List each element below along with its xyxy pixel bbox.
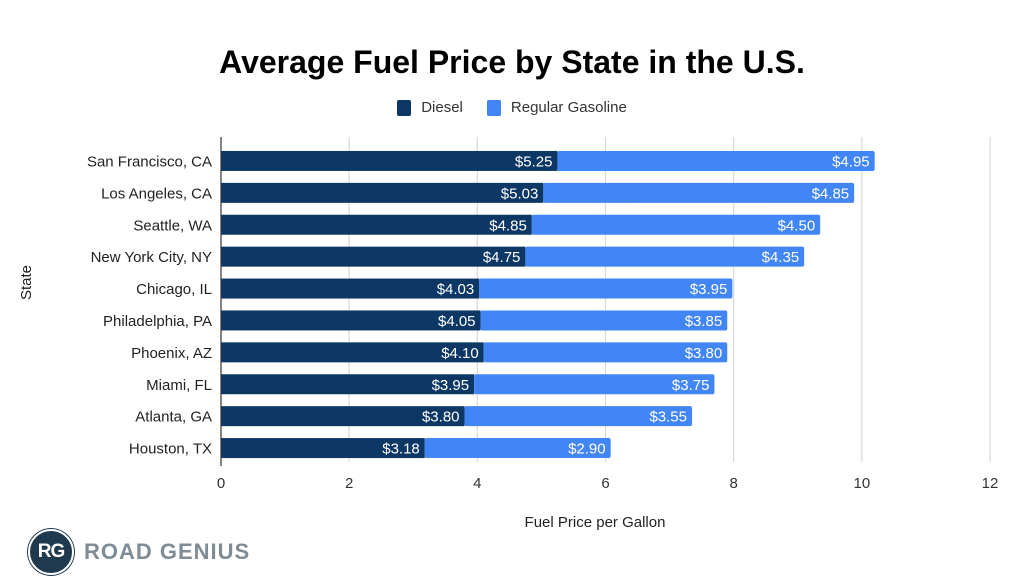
data-label-gasoline: $2.90: [568, 441, 606, 458]
legend-label-gasoline: Regular Gasoline: [510, 99, 627, 116]
y-axis-label: State: [18, 264, 35, 300]
bar-gasoline: [543, 182, 855, 203]
data-label-gasoline: $3.85: [685, 313, 723, 330]
data-label-diesel: $4.85: [489, 217, 527, 234]
data-label-gasoline: $3.55: [649, 409, 687, 426]
bar-diesel: [221, 150, 558, 171]
bar-diesel: [221, 342, 484, 363]
bar-diesel: [221, 374, 475, 395]
data-label-diesel: $3.18: [382, 441, 420, 458]
y-category-label: New York City, NY: [91, 249, 212, 266]
y-category-label: Chicago, IL: [136, 281, 212, 298]
x-tick-label: 0: [217, 475, 225, 492]
y-category-label: Atlanta, GA: [135, 409, 212, 426]
bar-gasoline: [479, 278, 733, 299]
bar-diesel: [221, 438, 425, 459]
y-category-label: Los Angeles, CA: [101, 185, 212, 202]
legend-label-diesel: Diesel: [421, 99, 463, 116]
x-tick-label: 4: [473, 475, 481, 492]
bar-gasoline: [531, 214, 821, 235]
x-tick-label: 2: [345, 475, 353, 492]
bar-diesel: [221, 182, 544, 203]
data-label-diesel: $4.10: [441, 345, 479, 362]
y-category-label: Houston, TX: [129, 441, 212, 458]
bar-diesel: [221, 406, 465, 427]
bar-gasoline: [464, 406, 693, 427]
y-category-label: Phoenix, AZ: [131, 345, 212, 362]
y-category-label: Seattle, WA: [133, 217, 212, 234]
data-label-diesel: $4.75: [483, 249, 521, 266]
road-genius-logo: RG ROAD GENIUS: [28, 529, 250, 575]
data-label-gasoline: $4.35: [762, 249, 800, 266]
data-label-gasoline: $4.95: [832, 153, 870, 170]
x-tick-label: 8: [729, 475, 737, 492]
bar-gasoline: [424, 438, 611, 459]
y-category-label: San Francisco, CA: [87, 153, 212, 170]
bar-diesel: [221, 310, 481, 331]
y-category-label: Miami, FL: [146, 377, 212, 394]
data-label-diesel: $4.05: [438, 313, 476, 330]
data-label-gasoline: $4.50: [778, 217, 816, 234]
x-axis-label: Fuel Price per Gallon: [524, 514, 666, 531]
chart-legend: Diesel Regular Gasoline: [0, 99, 1024, 116]
logo-badge-icon: RG: [28, 529, 74, 575]
data-label-diesel: $5.03: [501, 185, 539, 202]
logo-text: ROAD GENIUS: [84, 539, 251, 564]
bar-gasoline: [557, 150, 875, 171]
data-label-diesel: $4.03: [437, 281, 475, 298]
data-label-gasoline: $3.80: [685, 345, 723, 362]
bar-diesel: [221, 278, 480, 299]
x-tick-label: 6: [601, 475, 609, 492]
chart-title: Average Fuel Price by State in the U.S.: [219, 44, 805, 80]
legend-swatch-gasoline: [486, 99, 501, 116]
data-label-gasoline: $4.85: [812, 185, 850, 202]
bar-gasoline: [474, 374, 715, 395]
data-label-gasoline: $3.75: [672, 377, 710, 394]
bar-gasoline: [483, 342, 728, 363]
x-tick-label: 10: [853, 475, 870, 492]
data-label-gasoline: $3.95: [690, 281, 728, 298]
data-label-diesel: $3.80: [422, 409, 460, 426]
legend-item-diesel[interactable]: Diesel: [397, 99, 463, 116]
bar-diesel: [221, 246, 526, 267]
y-category-label: Philadelphia, PA: [103, 313, 212, 330]
x-tick-label: 12: [982, 475, 999, 492]
bar-diesel: [221, 214, 532, 235]
bar-gasoline: [525, 246, 805, 267]
legend-item-gasoline[interactable]: Regular Gasoline: [486, 99, 627, 116]
bar-gasoline: [480, 310, 728, 331]
data-label-diesel: $3.95: [432, 377, 470, 394]
legend-swatch-diesel: [397, 99, 412, 116]
data-label-diesel: $5.25: [515, 153, 553, 170]
